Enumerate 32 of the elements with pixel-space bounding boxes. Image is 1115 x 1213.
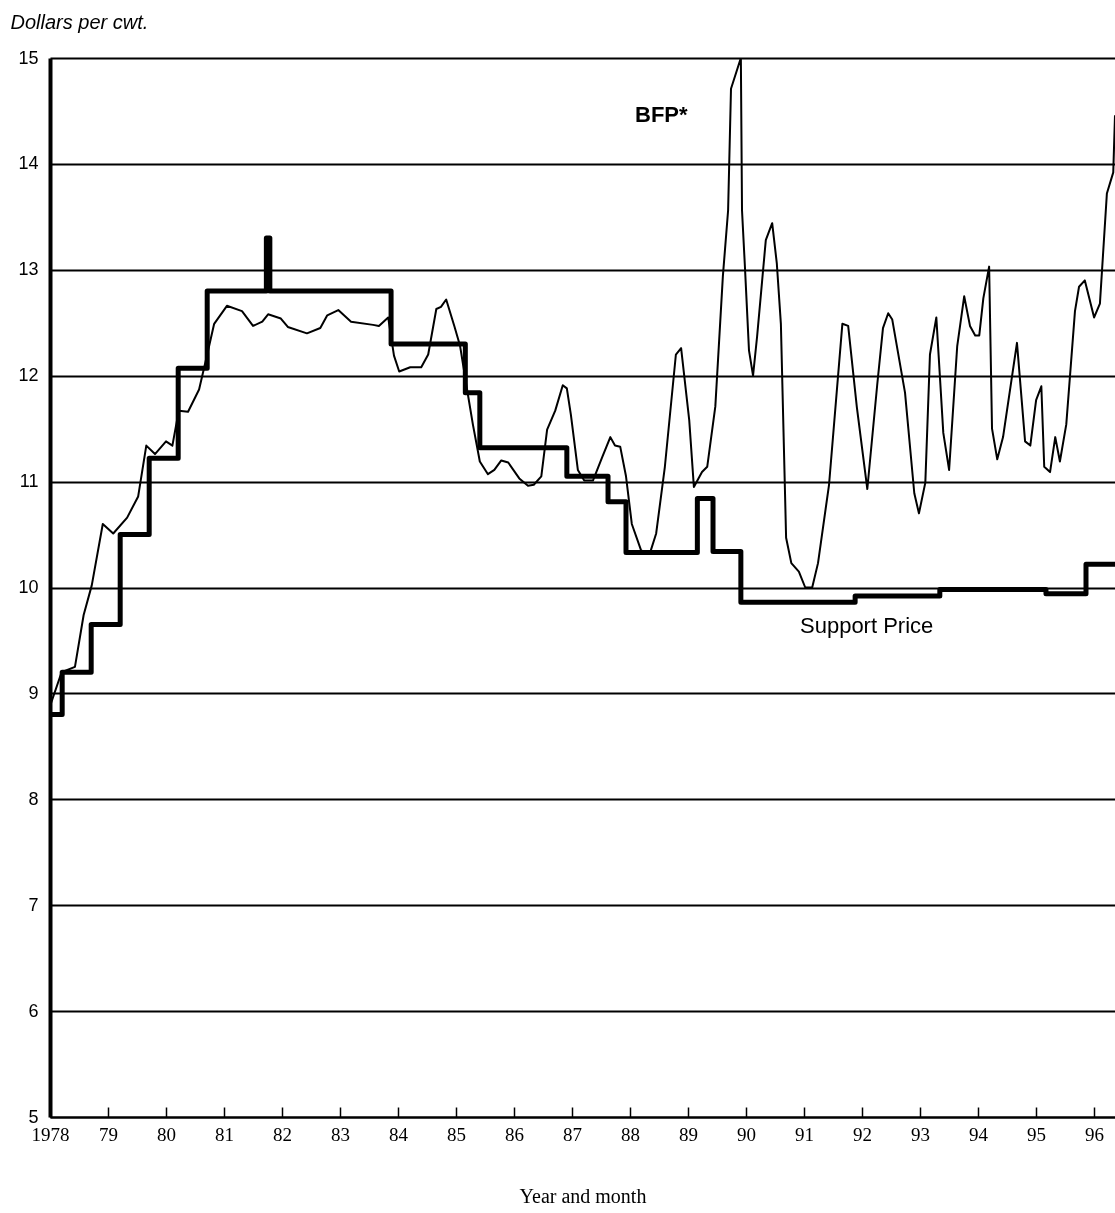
x-tick-label: 81	[215, 1123, 235, 1145]
x-axis-title: Year and month	[519, 1184, 647, 1207]
y-tick-label: 11	[19, 471, 39, 492]
y-tick-label: 14	[18, 153, 39, 174]
x-tick-label: 89	[679, 1123, 699, 1145]
x-tick-label: 95	[1027, 1123, 1047, 1145]
y-axis-title: Dollars per cwt.	[10, 10, 149, 33]
x-tick-label: 90	[737, 1123, 757, 1145]
x-tick-label: 86	[505, 1123, 525, 1145]
x-tick-label: 82	[273, 1123, 293, 1145]
x-tick-label: 83	[331, 1123, 351, 1145]
y-tick-label: 15	[18, 47, 39, 68]
x-tick-label: 85	[447, 1123, 467, 1145]
series-label: Support Price	[800, 613, 934, 638]
x-tick-label: 92	[853, 1123, 873, 1145]
x-tick-label: 88	[621, 1123, 641, 1145]
x-tick-label: 87	[563, 1123, 583, 1145]
x-tick-label: 94	[969, 1123, 989, 1145]
y-tick-label: 8	[28, 788, 39, 809]
x-tick-label: 93	[911, 1123, 931, 1145]
y-tick-label: 12	[18, 365, 39, 386]
x-tick-label: 91	[795, 1123, 815, 1145]
x-tick-label: 79	[99, 1123, 119, 1145]
x-tick-label: 84	[389, 1123, 409, 1145]
y-tick-label: 6	[28, 1000, 39, 1021]
x-tick-label: 80	[157, 1123, 177, 1145]
y-tick-label: 9	[28, 682, 39, 703]
x-tick-label: 96	[1085, 1123, 1105, 1145]
y-tick-label: 13	[18, 259, 39, 280]
y-tick-label: 10	[18, 577, 39, 597]
series-label: BFP*	[635, 102, 688, 127]
y-tick-label: 7	[28, 894, 39, 915]
